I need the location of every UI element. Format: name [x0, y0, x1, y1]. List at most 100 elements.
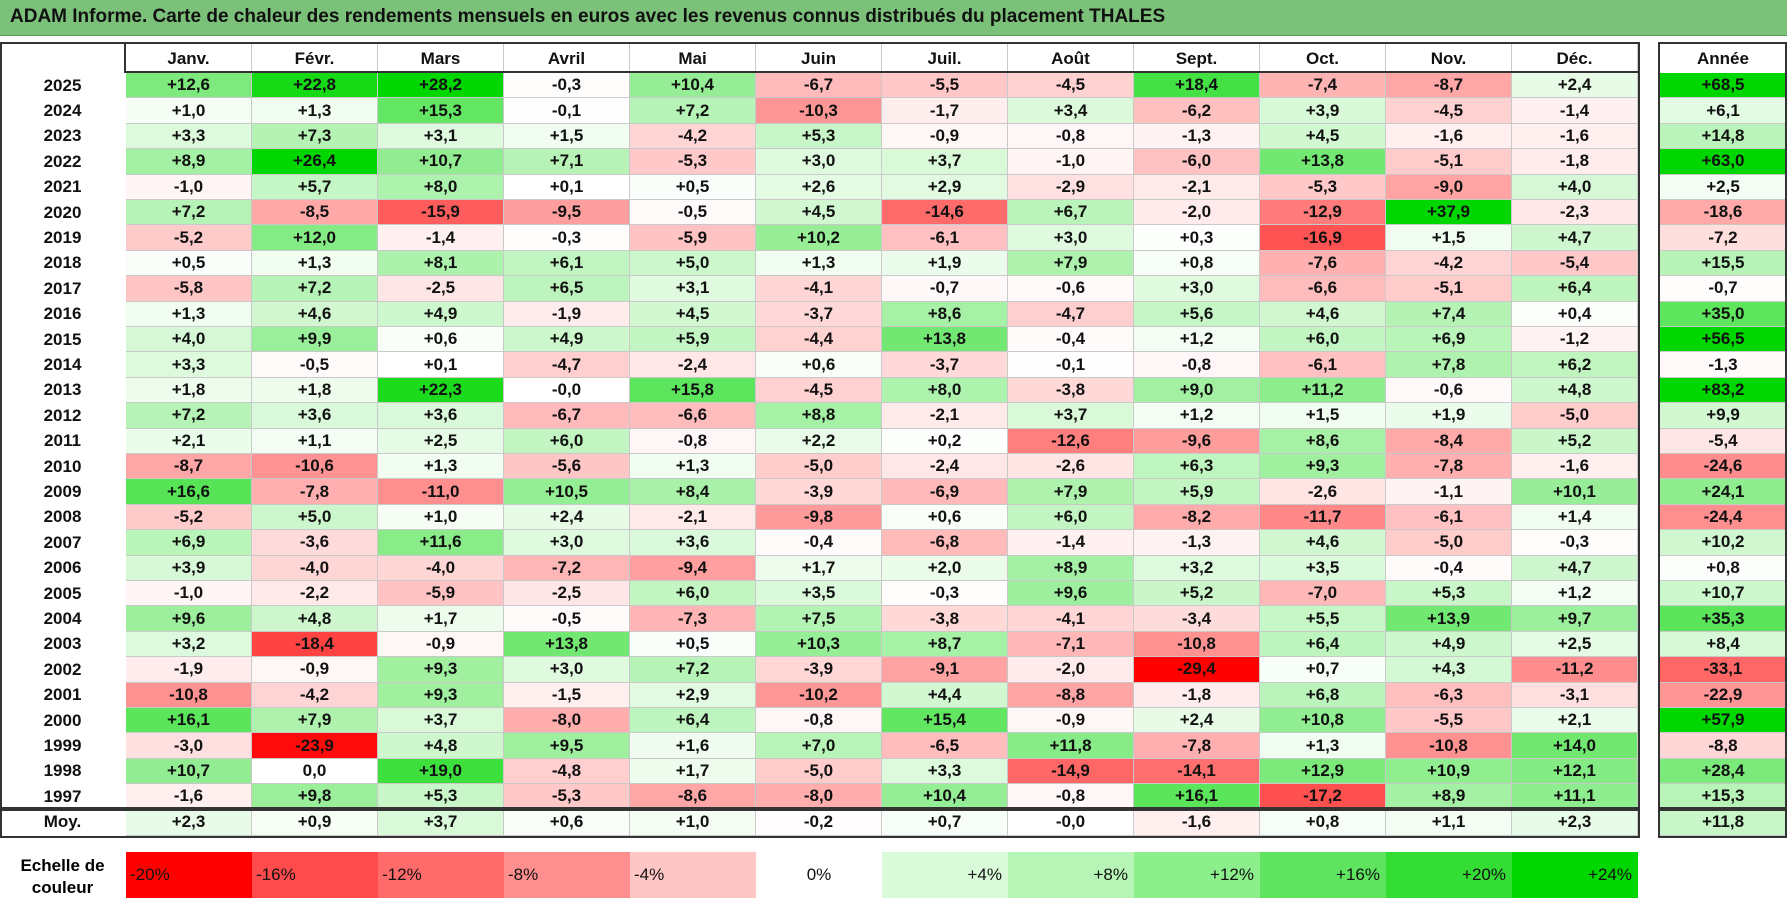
- heatmap-cell: +6,5: [504, 276, 630, 302]
- heatmap-cell: -1,1: [1386, 479, 1512, 505]
- heatmap-cell: +10,8: [1260, 708, 1386, 734]
- heatmap-cell: +3,2: [126, 631, 252, 658]
- heatmap-cell: +6,0: [1260, 327, 1386, 353]
- heatmap-cell: +7,2: [630, 657, 756, 683]
- year-total-cell: +35,3: [1660, 606, 1787, 632]
- row-label: 2007: [43, 532, 82, 552]
- heatmap-cell: +11,2: [1260, 377, 1386, 404]
- heatmap-cell: +8,0: [882, 377, 1008, 404]
- month-header: Juin: [756, 44, 882, 73]
- heatmap-cell: -2,4: [882, 454, 1008, 480]
- scale-step: +8%: [1008, 852, 1134, 898]
- heatmap-cell: +0,5: [630, 174, 756, 200]
- row-label: 2005: [43, 583, 82, 603]
- month-header: Août: [1008, 44, 1134, 73]
- heatmap-cell: -5,0: [1386, 530, 1512, 556]
- heatmap-cell: +0,5: [630, 631, 756, 658]
- heatmap-cell: -0,5: [252, 352, 378, 378]
- heatmap-cell: -1,4: [1512, 98, 1638, 124]
- heatmap-cell: +15,4: [882, 708, 1008, 734]
- heatmap-cell: -0,3: [1512, 530, 1638, 556]
- heatmap-cell: -5,1: [1386, 149, 1512, 175]
- heatmap-cell: +2,5: [1512, 631, 1638, 658]
- row-label: 2013: [43, 380, 82, 400]
- heatmap-cell: +3,7: [1008, 403, 1134, 429]
- average-cell: +2,3: [1512, 808, 1638, 836]
- heatmap-cell: -15,9: [378, 200, 504, 226]
- heatmap-cell: -3,9: [756, 657, 882, 683]
- heatmap-cell: +5,0: [252, 504, 378, 531]
- heatmap-cell: +2,4: [1512, 73, 1638, 99]
- heatmap-cell: -12,6: [1008, 428, 1134, 454]
- heatmap-cell: -2,2: [252, 581, 378, 607]
- year-header: Année: [1660, 44, 1787, 73]
- heatmap-cell: +3,6: [252, 403, 378, 429]
- heatmap-cell: +1,5: [504, 123, 630, 150]
- heatmap-cell: +9,5: [504, 733, 630, 759]
- heatmap-cell: -2,1: [630, 504, 756, 531]
- heatmap-cell: +1,8: [126, 377, 252, 404]
- row-label: 2006: [43, 558, 82, 578]
- heatmap-cell: +2,2: [756, 428, 882, 454]
- heatmap-cell: -3,8: [882, 606, 1008, 632]
- heatmap-cell: -14,1: [1134, 758, 1260, 785]
- heatmap-cell: +9,6: [126, 606, 252, 632]
- heatmap-cell: -2,1: [882, 403, 1008, 429]
- heatmap-cell: +4,4: [882, 682, 1008, 708]
- heatmap-cell: +1,9: [1386, 403, 1512, 429]
- heatmap-cell: +16,1: [126, 708, 252, 734]
- heatmap-cell: -5,6: [504, 454, 630, 480]
- heatmap-cell: +6,0: [504, 428, 630, 454]
- heatmap-cell: +14,0: [1512, 733, 1638, 759]
- heatmap-cell: +8,9: [1386, 784, 1512, 810]
- heatmap-cell: -0,9: [252, 657, 378, 683]
- heatmap-cell: -0,3: [882, 581, 1008, 607]
- heatmap-cell: +12,0: [252, 225, 378, 251]
- heatmap-cell: -9,4: [630, 555, 756, 581]
- month-header: Janv.: [126, 44, 252, 73]
- heatmap-cell: -4,5: [1386, 98, 1512, 124]
- heatmap-cell: -8,0: [756, 784, 882, 810]
- heatmap-cell: +5,5: [1260, 606, 1386, 632]
- heatmap-cell: -3,7: [882, 352, 1008, 378]
- heatmap-cell: +11,1: [1512, 784, 1638, 810]
- heatmap-cell: +1,7: [630, 758, 756, 785]
- heatmap-cell: -11,7: [1260, 504, 1386, 531]
- heatmap-cell: -6,2: [1134, 98, 1260, 124]
- heatmap-cell: -5,5: [1386, 708, 1512, 734]
- scale-step: -16%: [252, 852, 378, 898]
- heatmap-cell: -2,0: [1008, 657, 1134, 683]
- heatmap-cell: +1,3: [252, 250, 378, 277]
- heatmap-cell: +1,3: [630, 454, 756, 480]
- heatmap-cell: -4,2: [630, 123, 756, 150]
- row-label: 2012: [43, 405, 82, 425]
- heatmap-cell: +6,3: [1134, 454, 1260, 480]
- heatmap-cell: +7,0: [756, 733, 882, 759]
- heatmap-cell: +9,8: [252, 784, 378, 810]
- average-cell: +3,7: [378, 808, 504, 836]
- heatmap-cell: +3,2: [1134, 555, 1260, 581]
- heatmap-cell: -9,6: [1134, 428, 1260, 454]
- heatmap-cell: +1,0: [378, 504, 504, 531]
- heatmap-cell: -0,6: [1386, 377, 1512, 404]
- heatmap-cell: -0,3: [504, 73, 630, 99]
- heatmap-cell: -4,5: [756, 377, 882, 404]
- heatmap-cell: -7,2: [504, 555, 630, 581]
- month-header: Oct.: [1260, 44, 1386, 73]
- heatmap-cell: -4,0: [378, 555, 504, 581]
- heatmap-cell: +3,9: [126, 555, 252, 581]
- heatmap-cell: +5,3: [378, 784, 504, 810]
- heatmap-cell: +13,9: [1386, 606, 1512, 632]
- heatmap-cell: -1,7: [882, 98, 1008, 124]
- heatmap-cell: -6,1: [1260, 352, 1386, 378]
- heatmap-cell: +5,3: [1386, 581, 1512, 607]
- heatmap-cell: +26,4: [252, 149, 378, 175]
- heatmap-cell: -1,8: [1512, 149, 1638, 175]
- heatmap-cell: +1,0: [126, 98, 252, 124]
- year-total-cell: +15,3: [1660, 784, 1787, 810]
- heatmap-cell: +3,6: [630, 530, 756, 556]
- row-label: 2011: [44, 431, 81, 451]
- heatmap-cell: +1,3: [756, 250, 882, 277]
- heatmap-cell: -4,0: [252, 555, 378, 581]
- average-cell: +0,6: [504, 808, 630, 836]
